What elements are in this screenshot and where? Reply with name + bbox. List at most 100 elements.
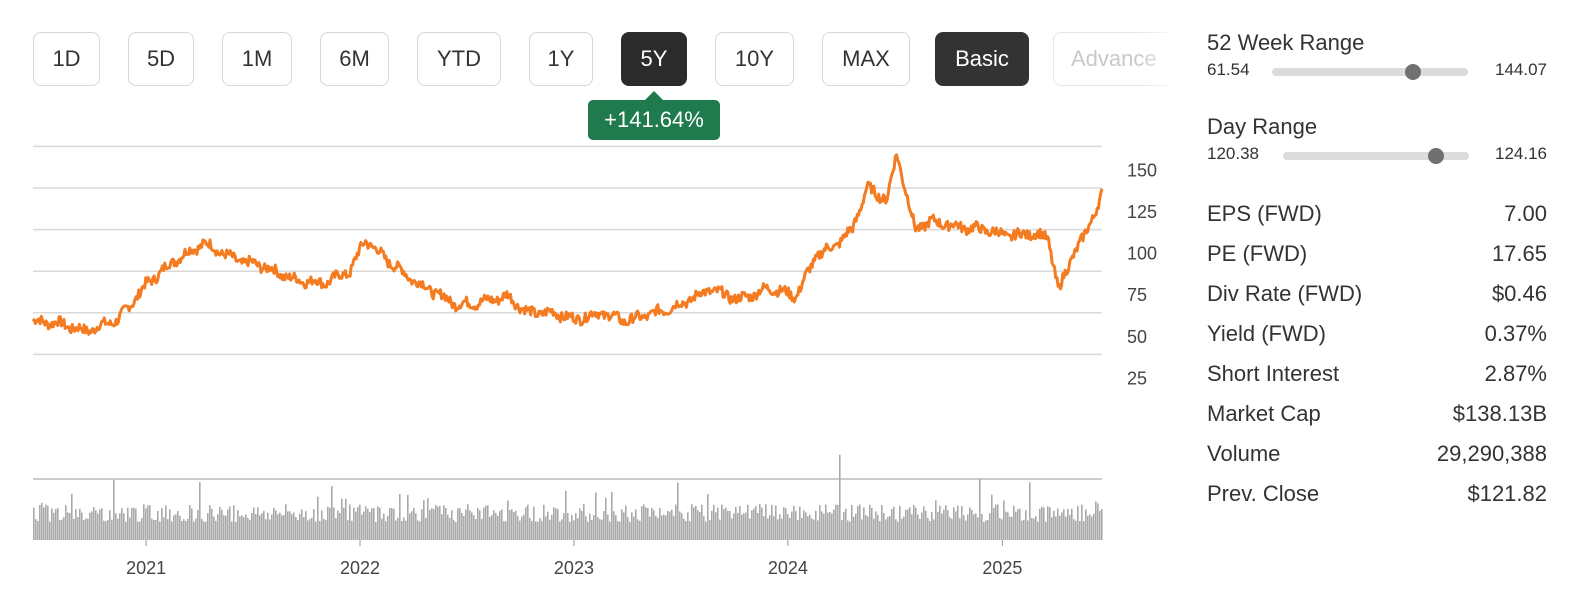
volume-bar [815,510,817,540]
volume-bar [47,505,49,540]
volume-bar [533,506,535,540]
volume-bar [453,520,455,540]
volume-bar [1101,508,1103,540]
range-button-ytd[interactable]: YTD [417,32,501,86]
volume-bar [575,512,577,540]
volume-bar [665,515,667,540]
volume-bar [481,518,483,540]
volume-bar [873,518,875,540]
volume-bar [565,490,567,540]
day-high: 124.16 [1495,144,1547,163]
range-button-10y[interactable]: 10Y [715,32,794,86]
volume-bar [233,505,235,540]
volume-bar [731,518,733,540]
volume-bar [537,521,539,540]
volume-bar [685,521,687,540]
volume-bar [829,511,831,540]
x-tick-label: 2023 [554,558,594,578]
stat-value: 0.37% [1484,321,1547,346]
mode-button-basic[interactable]: Basic [935,32,1029,86]
volume-bar [881,504,883,540]
volume-bar [325,520,327,540]
volume-bar [263,510,265,540]
toolbar-fade [1138,32,1168,90]
volume-bar [1069,514,1071,540]
volume-bar [1029,482,1031,540]
volume-bar [891,509,893,540]
volume-bar [391,508,393,540]
volume-bar [319,520,321,540]
volume-bar [429,509,431,540]
stat-row: Div Rate (FWD) $0.46 [1207,276,1547,316]
volume-bar [177,511,179,540]
range-button-5y[interactable]: 5Y [621,32,687,86]
volume-bar [895,519,897,540]
volume-bar [687,512,689,540]
volume-bar [855,513,857,540]
volume-bar [603,511,605,540]
range-button-5d[interactable]: 5D [128,32,194,86]
volume-bar [487,505,489,540]
x-tick-label: 2024 [768,558,808,578]
volume-bar [1055,516,1057,540]
volume-bar [501,509,503,540]
volume-bar [563,513,565,540]
volume-bar [767,518,769,540]
stat-value: 7.00 [1504,201,1547,226]
volume-bar [785,508,787,540]
range-button-1d[interactable]: 1D [33,32,100,86]
volume-bar [629,521,631,540]
volume-bar [471,512,473,540]
volume-bar [585,516,587,540]
y-tick-label: 150 [1127,160,1157,180]
volume-bar [557,509,559,540]
volume-bar [693,507,695,540]
volume-bar [599,519,601,540]
volume-bar [639,520,641,540]
volume-bar [573,520,575,540]
volume-bar [413,507,415,540]
volume-bar [567,512,569,540]
volume-bar [469,510,471,540]
volume-bar [445,508,447,540]
volume-bar [569,521,571,540]
volume-bar [355,511,357,540]
volume-bar [971,509,973,540]
volume-bar [819,505,821,540]
volume-bar [89,512,91,540]
volume-bar [373,508,375,540]
volume-bar [589,513,591,540]
volume-bar [1061,512,1063,540]
volume-bar [425,518,427,540]
volume-bar [705,521,707,540]
range-button-1y[interactable]: 1Y [529,32,593,86]
volume-bar [955,511,957,540]
volume-bar [1099,510,1101,540]
range-button-1m[interactable]: 1M [222,32,292,86]
volume-bar [329,507,331,540]
volume-bar [579,508,581,540]
volume-bar [531,520,533,540]
stat-label: Short Interest [1207,361,1340,386]
volume-bar [681,513,683,540]
volume-bar [769,515,771,540]
range-button-max[interactable]: MAX [822,32,910,86]
volume-bar [103,520,105,540]
volume-bar [771,504,773,540]
volume-bar [779,514,781,540]
volume-bar [309,519,311,540]
range-button-6m[interactable]: 6M [320,32,389,86]
volume-bar [389,507,391,540]
volume-bar [307,520,309,540]
volume-bar [339,512,341,540]
volume-bar [341,498,343,540]
volume-bar [709,520,711,540]
volume-bar [697,510,699,540]
volume-bar [991,494,993,540]
volume-bar [231,521,233,540]
volume-bar [877,514,879,540]
volume-bar [909,507,911,540]
volume-bar [419,521,421,540]
volume-bar [521,516,523,540]
volume-bar [699,512,701,540]
